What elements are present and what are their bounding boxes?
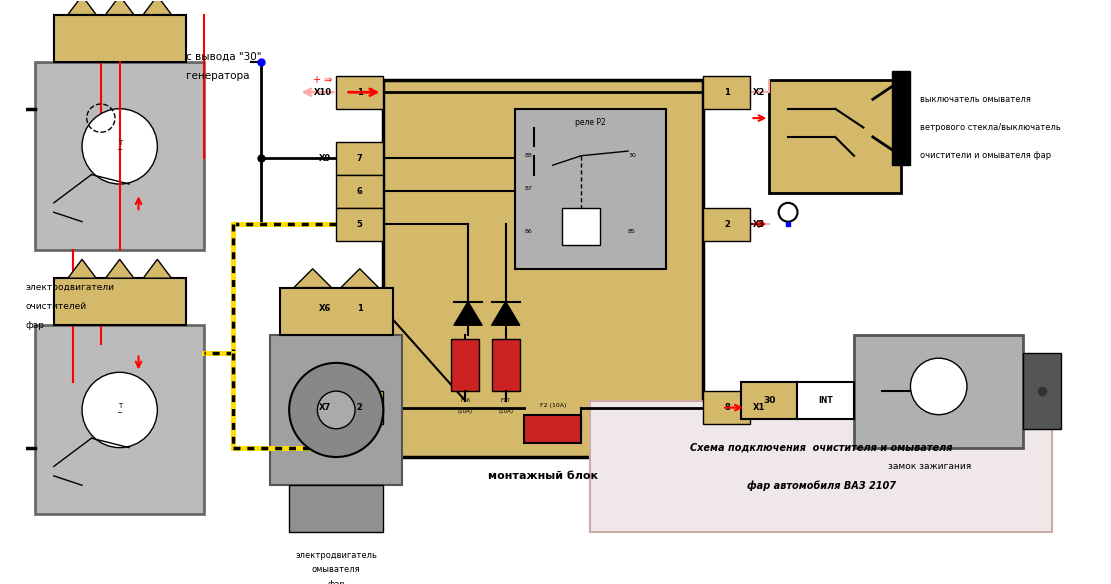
Text: 8: 8 [724,403,730,412]
Text: замок зажигания: замок зажигания [888,462,971,471]
Text: 1: 1 [357,88,362,97]
Text: очистители и омывателя фар: очистители и омывателя фар [920,151,1051,160]
Bar [741,382,798,419]
Bar [337,292,383,325]
Text: 2: 2 [357,403,362,412]
Bar [337,391,383,424]
Text: с вывода "30": с вывода "30" [186,52,261,62]
Bar [34,325,204,513]
Text: X6: X6 [319,304,331,313]
Text: 88: 88 [524,153,532,158]
Text: 6: 6 [357,186,362,196]
Text: X7: X7 [319,403,331,412]
Bar [1023,353,1061,429]
Text: очистителей: очистителей [26,302,87,311]
Text: X10: X10 [313,88,331,97]
Polygon shape [106,259,133,278]
Text: омывателя: омывателя [312,565,361,575]
Text: 30: 30 [763,396,775,405]
Polygon shape [892,71,910,165]
Bar [798,382,854,419]
Text: 1: 1 [724,88,730,97]
Text: фар: фар [328,579,346,584]
Text: фар: фар [26,321,44,330]
Text: (10A): (10A) [458,409,472,414]
Polygon shape [68,259,97,278]
Text: генератора: генератора [186,71,249,81]
Text: T
─: T ─ [118,140,122,153]
Polygon shape [491,302,520,325]
Polygon shape [143,0,171,15]
Bar [769,81,901,193]
Circle shape [289,363,383,457]
Text: 1: 1 [357,304,362,313]
Bar [703,391,750,424]
Text: F16: F16 [460,398,470,403]
Text: 30: 30 [628,153,635,158]
Bar [337,76,383,109]
Bar [854,335,1023,447]
Bar [53,278,186,325]
Bar [451,339,479,391]
Bar [337,175,383,207]
Text: 86: 86 [524,228,532,234]
Text: монтажный блок: монтажный блок [489,471,599,481]
Polygon shape [293,269,331,287]
Bar [337,142,383,175]
Bar [270,335,402,485]
Text: F17: F17 [501,398,511,403]
Polygon shape [143,259,171,278]
Bar [280,287,392,335]
Text: INT: INT [819,396,833,405]
Text: ветрового стекла/выключатель: ветрового стекла/выключатель [920,123,1061,132]
Text: X9: X9 [319,154,331,162]
Text: электродвигатель: электродвигатель [296,551,377,561]
Text: X3: X3 [753,220,765,228]
Polygon shape [454,302,482,325]
Text: X2: X2 [753,88,765,97]
Polygon shape [68,0,97,15]
Circle shape [910,358,967,415]
Text: реле Р2: реле Р2 [575,119,605,127]
Bar [703,207,750,241]
Polygon shape [341,269,379,287]
Bar [524,415,581,443]
Text: 85: 85 [628,228,635,234]
Bar [289,485,383,533]
Bar [337,207,383,241]
Text: 2: 2 [724,220,730,228]
Bar [491,339,520,391]
Circle shape [82,372,158,447]
Bar [703,76,750,109]
Text: 7: 7 [357,154,362,162]
Text: F2 (10A): F2 (10A) [540,403,565,408]
Text: фар автомобиля ВАЗ 2107: фар автомобиля ВАЗ 2107 [747,480,895,491]
Bar [516,109,665,269]
Bar [34,62,204,250]
Text: 87: 87 [524,186,532,191]
Text: выключатель омывателя: выключатель омывателя [920,95,1031,104]
Text: электродвигатели: электродвигатели [26,283,114,292]
Polygon shape [106,0,133,15]
Text: (10A): (10A) [498,409,513,414]
Text: T
─: T ─ [118,404,122,416]
Bar [562,207,600,245]
Circle shape [82,109,158,184]
Text: + ⇒: + ⇒ [312,75,332,85]
Text: X1: X1 [753,403,765,412]
Text: 5: 5 [357,220,362,228]
Text: Схема подключения  очистителя и омывателя: Схема подключения очистителя и омывателя [690,443,952,453]
Circle shape [318,391,356,429]
Bar [383,81,703,457]
Bar [53,15,186,62]
Bar [590,401,1052,533]
